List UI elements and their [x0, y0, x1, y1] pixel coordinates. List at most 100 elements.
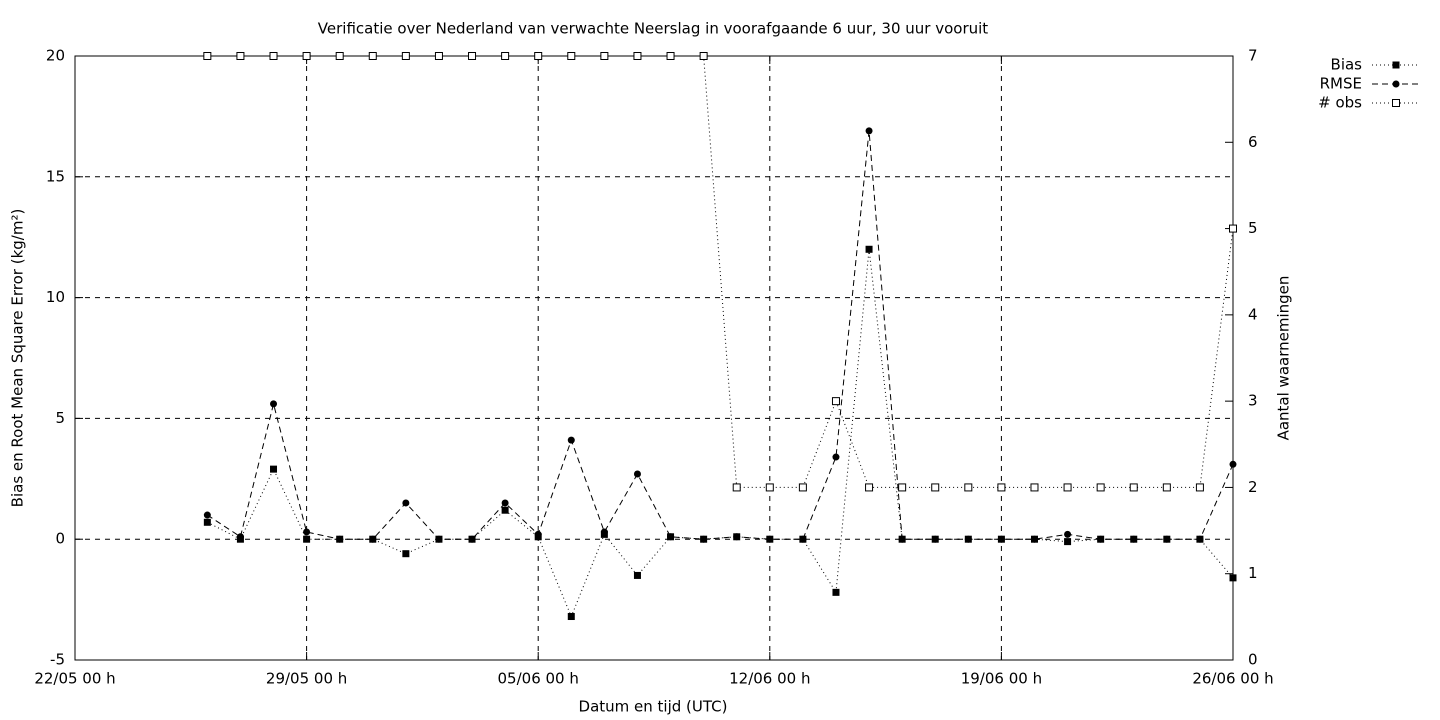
legend-marker: [1392, 99, 1400, 107]
point: [501, 52, 510, 60]
y2-tick-label: 6: [1248, 133, 1258, 151]
point: [303, 535, 311, 543]
point: [931, 535, 939, 543]
point: [501, 499, 509, 507]
point: [435, 535, 443, 543]
y-axis-label: Bias en Root Mean Square Error (kg/m²): [9, 209, 27, 508]
point: [798, 483, 807, 492]
point: [600, 528, 608, 536]
point: [1063, 483, 1072, 492]
point: [732, 483, 741, 492]
point: [1229, 574, 1237, 582]
point: [865, 483, 874, 492]
y-tick-label: 20: [46, 47, 65, 65]
series-line: [207, 130, 1234, 540]
legend-label: Bias: [1331, 56, 1363, 74]
point: [832, 588, 840, 596]
x-tick-label: 22/05 00 h: [34, 670, 115, 688]
x-tick-label: 26/06 00 h: [1192, 670, 1273, 688]
x-tick-label: 19/06 00 h: [961, 670, 1042, 688]
point: [270, 465, 278, 473]
point: [1064, 538, 1072, 546]
legend-marker: [1392, 80, 1400, 88]
point: [534, 52, 543, 60]
point: [1129, 483, 1138, 492]
point: [468, 52, 477, 60]
point: [567, 436, 575, 444]
y-tick-label: 10: [46, 288, 65, 306]
y-tick-label: 15: [46, 167, 65, 185]
x-tick-label: 05/06 00 h: [498, 670, 579, 688]
point: [699, 52, 708, 60]
legend-label: # obs: [1318, 94, 1362, 112]
point: [1162, 483, 1171, 492]
point: [865, 127, 873, 135]
point: [236, 533, 244, 541]
chart-title: Verificatie over Nederland van verwachte…: [318, 20, 988, 38]
point: [766, 535, 774, 543]
legend-label: RMSE: [1320, 75, 1362, 93]
point: [1096, 483, 1105, 492]
point: [997, 483, 1006, 492]
legend-marker: [1392, 61, 1400, 69]
x-axis-label: Datum en tijd (UTC): [579, 698, 728, 716]
x-tick-label: 12/06 00 h: [729, 670, 810, 688]
point: [336, 535, 344, 543]
y2-axis-label: Aantal waarnemingen: [1275, 276, 1293, 441]
point: [832, 453, 840, 461]
point: [302, 52, 311, 60]
point: [236, 52, 245, 60]
y2-tick-label: 4: [1248, 305, 1258, 323]
point: [1163, 535, 1171, 543]
point: [303, 528, 311, 536]
y-tick-label: 5: [55, 409, 65, 427]
point: [368, 52, 377, 60]
point: [335, 52, 344, 60]
point: [501, 506, 509, 514]
y2-tick-label: 1: [1248, 564, 1258, 582]
y2-tick-label: 7: [1248, 47, 1258, 65]
point: [468, 535, 476, 543]
point: [269, 52, 278, 60]
point: [203, 511, 211, 519]
point: [633, 571, 641, 579]
point: [567, 613, 575, 621]
point: [733, 533, 741, 541]
plot-border: [74, 55, 1234, 661]
point: [799, 535, 807, 543]
point: [997, 535, 1005, 543]
point: [1229, 224, 1237, 233]
point: [1195, 483, 1204, 492]
point: [369, 535, 377, 543]
point: [434, 52, 443, 60]
point: [765, 483, 774, 492]
point: [898, 483, 907, 492]
point: [534, 530, 542, 538]
point: [865, 245, 873, 253]
point: [203, 52, 212, 60]
point: [700, 535, 708, 543]
point: [898, 535, 906, 543]
x-tick-label: 29/05 00 h: [266, 670, 347, 688]
point: [1130, 535, 1138, 543]
y2-tick-label: 2: [1248, 478, 1258, 496]
series-line: [207, 249, 1234, 618]
point: [633, 470, 641, 478]
y2-tick-label: 3: [1248, 392, 1258, 410]
point: [964, 535, 972, 543]
point: [401, 52, 410, 60]
point: [964, 483, 973, 492]
point: [831, 397, 840, 406]
y-tick-label: 0: [55, 530, 65, 548]
point: [1229, 460, 1237, 468]
point: [1064, 530, 1072, 538]
point: [667, 533, 675, 541]
point: [931, 483, 940, 492]
y2-tick-label: 0: [1248, 651, 1258, 669]
point: [666, 52, 675, 60]
point: [1097, 535, 1105, 543]
point: [402, 499, 410, 507]
